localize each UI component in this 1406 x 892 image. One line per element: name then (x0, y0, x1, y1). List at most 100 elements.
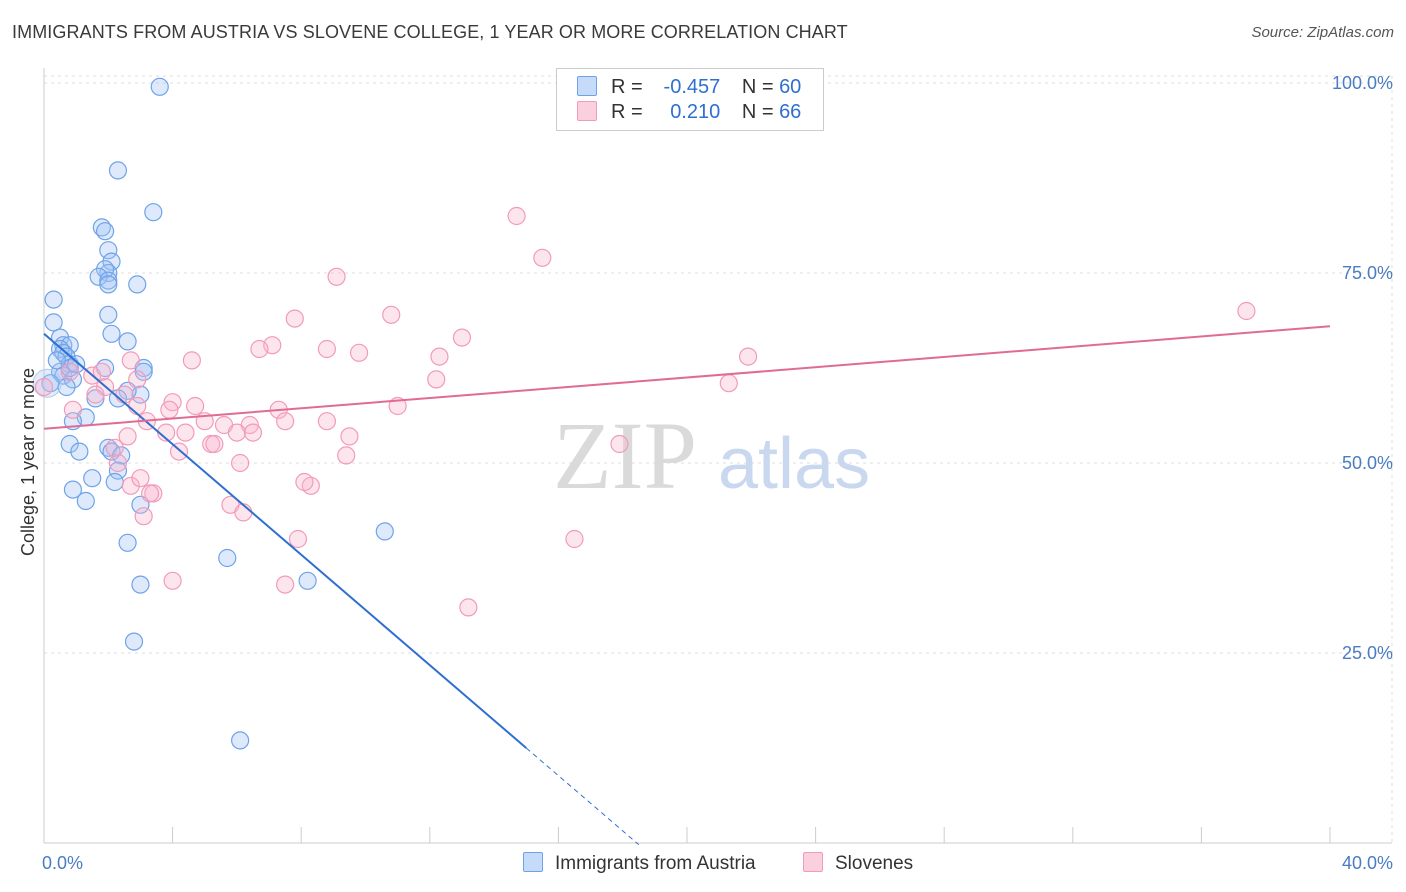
austria-point (134, 362, 153, 381)
y-tick-label: 75.0% (1342, 263, 1393, 283)
slovene-point (507, 206, 526, 226)
austria-point (99, 305, 118, 324)
slovene-point (317, 339, 337, 359)
slovene-point (427, 370, 446, 389)
slovene-point (118, 427, 137, 446)
slovene-point (317, 412, 337, 431)
correlation-legend: R = -0.457 N = 60 R = 0.210 N = 66 (556, 68, 824, 131)
slovene-point (163, 571, 182, 590)
slovene-point (250, 339, 269, 359)
slovene-point (610, 434, 629, 454)
slovene-point (382, 305, 401, 324)
austria-point (131, 575, 150, 594)
slovene-point (565, 529, 584, 549)
watermark-atlas: atlas (718, 424, 870, 504)
slovene-point (327, 267, 346, 286)
chart-title: IMMIGRANTS FROM AUSTRIA VS SLOVENE COLLE… (12, 22, 848, 42)
austria-point (60, 336, 79, 355)
legend-r-label: R = (611, 101, 643, 123)
slovene-point (128, 396, 147, 416)
slovene-point (121, 351, 140, 370)
austria-point (375, 522, 394, 541)
austria-point (108, 461, 128, 480)
legend-n-label: N = (741, 101, 774, 123)
austria-point (89, 267, 108, 286)
austria-point (298, 571, 317, 590)
austria-point (118, 533, 137, 552)
slovene-point (533, 248, 552, 267)
austria-point (99, 275, 118, 294)
slovene-point (459, 598, 478, 617)
austria-point (144, 203, 163, 222)
slovene-point (105, 438, 124, 457)
austria-point (99, 241, 118, 260)
slovene-point (121, 476, 140, 495)
legend-swatch-slovenes (803, 852, 823, 872)
trend-lines (43, 325, 1331, 846)
slovene-point (276, 412, 295, 431)
legend-n-label: N = (741, 76, 774, 98)
slovene-point (182, 351, 201, 370)
slovene-point (295, 472, 314, 492)
series-austria-points (32, 77, 394, 750)
austria-point (67, 355, 86, 374)
slovene-point (285, 309, 304, 328)
austria-point (105, 472, 124, 492)
slovene-point (205, 434, 224, 454)
austria-point (108, 161, 128, 180)
legend-label-slovenes: Slovenes (835, 853, 914, 874)
austria-point (128, 275, 147, 294)
x-tick-min: 0.0% (42, 853, 83, 873)
slovene-point (63, 400, 83, 419)
slovene-point (160, 400, 179, 419)
slovene-point (186, 396, 205, 416)
austria-point (218, 548, 237, 568)
legend-r-label: R = (611, 76, 643, 98)
y-tick-label: 50.0% (1342, 453, 1393, 473)
y-tick-label: 25.0% (1342, 643, 1393, 663)
slovene-point (60, 362, 79, 381)
slovene-point (140, 484, 160, 503)
legend-r-value: -0.457 (663, 76, 721, 98)
austria-point (99, 271, 118, 290)
austria-point-large (32, 368, 62, 398)
watermark: ZIP atlas (553, 402, 870, 509)
chart-source: Source: ZipAtlas.com (1251, 24, 1394, 41)
slovene-point (231, 453, 250, 473)
austria-trend-extension (525, 747, 640, 846)
legend-swatch-austria (523, 852, 543, 872)
austria-point (231, 731, 250, 750)
slovene-point (738, 347, 758, 366)
slovene-point (337, 446, 356, 465)
legend-label-austria: Immigrants from Austria (555, 853, 756, 874)
austria-point (102, 324, 121, 343)
slovene-point (243, 423, 263, 442)
austria-point (95, 260, 115, 279)
slovene-point (176, 423, 195, 442)
austria-point (44, 313, 63, 332)
slovene-point (234, 503, 253, 522)
x-tick-max: 40.0% (1342, 853, 1393, 873)
slovene-point (719, 374, 738, 393)
legend-row-austria: R = -0.457 N = 60 (577, 76, 801, 100)
axes (43, 68, 1392, 844)
slovene-point (34, 377, 54, 397)
legend-item-austria[interactable]: Immigrants from Austria (523, 852, 756, 875)
slovene-point (452, 328, 472, 347)
legend-item-slovenes[interactable]: Slovenes (803, 852, 913, 875)
slovene-point (276, 575, 295, 594)
austria-point (102, 252, 121, 271)
slovene-point (227, 423, 246, 442)
austria-point (44, 290, 63, 309)
legend-r-value: 0.210 (670, 101, 721, 123)
slovene-point (86, 385, 105, 404)
y-axis-label: College, 1 year or more (18, 368, 38, 556)
legend-n-value: 60 (779, 76, 802, 98)
austria-point (118, 332, 137, 351)
slovene-point (1237, 301, 1256, 321)
slovene-point (134, 507, 153, 526)
slovene-point (349, 343, 369, 362)
austria-trend-line (43, 333, 527, 749)
series-legend: Immigrants from Austria Slovenes (0, 852, 1406, 878)
